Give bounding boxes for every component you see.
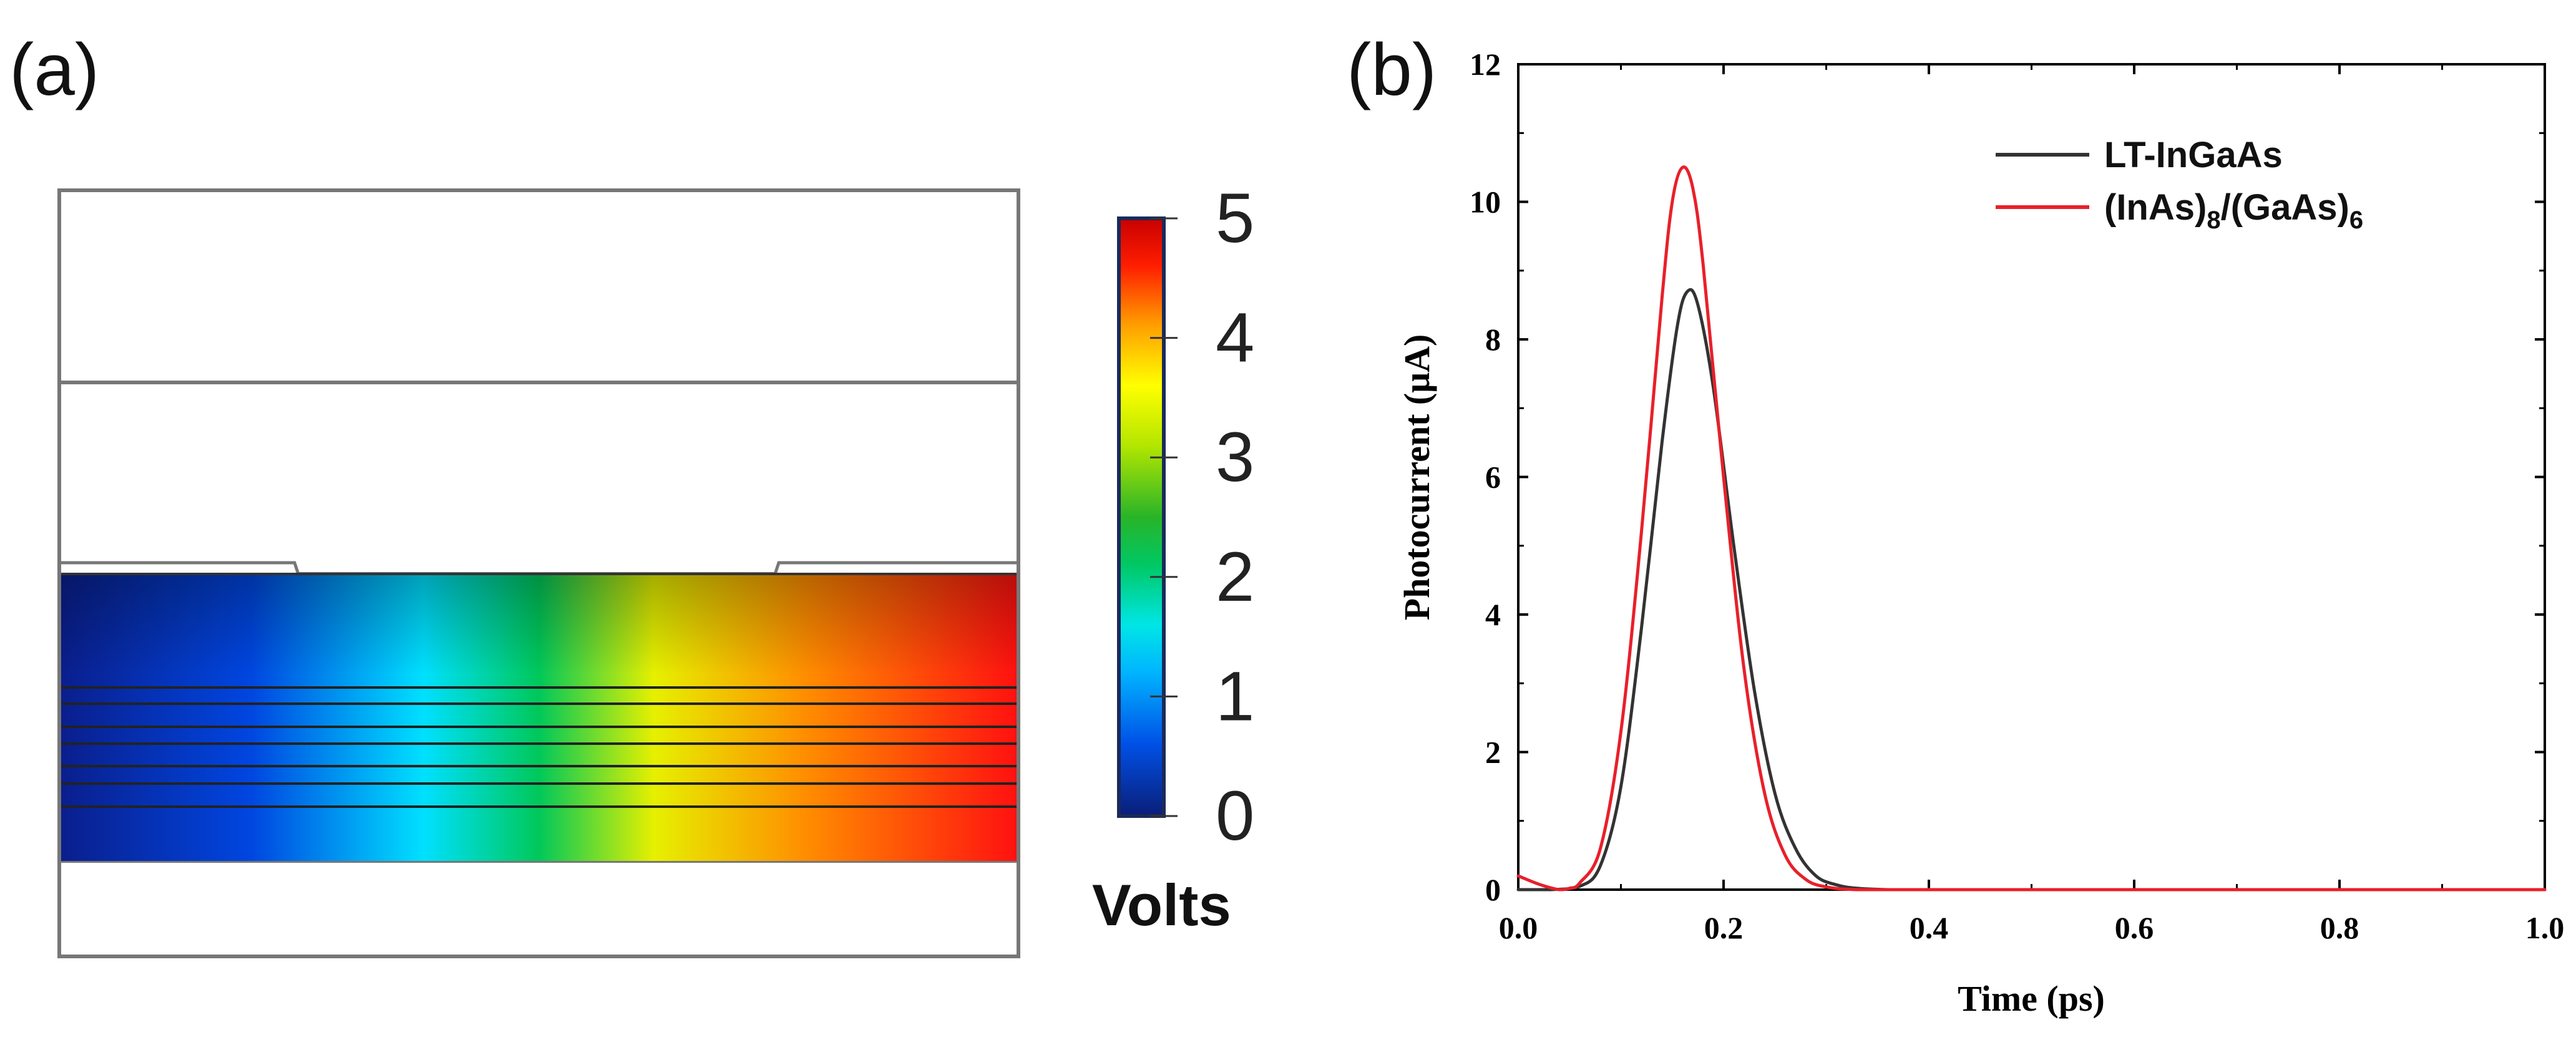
legend-label-lt-ingaas: LT-InGaAs — [2104, 135, 2283, 175]
x-axis-ticks: 0.0 0.2 0.4 0.6 0.8 1.0 — [1499, 64, 2565, 945]
x-tick-label: 0.2 — [1704, 910, 1744, 945]
colorbar-tick-label: 1 — [1216, 657, 1254, 735]
colorbar-title: Volts — [1092, 872, 1231, 938]
substrate-layer — [57, 859, 1020, 958]
device-outline — [57, 188, 1020, 958]
x-tick-label: 1.0 — [2525, 910, 2565, 945]
x-tick-label: 0.8 — [2320, 910, 2359, 945]
colorbar-gradient — [1117, 216, 1166, 818]
y-tick-label: 6 — [1485, 460, 1501, 495]
colorbar-tick-label: 3 — [1216, 418, 1254, 496]
colorbar: 0 1 2 3 4 5 Volts — [1092, 179, 1254, 938]
panel-b-label: (b) — [1347, 29, 1437, 111]
y-tick-label: 2 — [1485, 735, 1501, 770]
series-line-lt-ingaas — [1516, 288, 2547, 892]
panel-b: (b) 0.0 0.2 0.4 0.6 0.8 1.0 0 2 4 6 8 10 12 Time (p… — [1347, 29, 2564, 1019]
x-tick-label: 0.4 — [1910, 910, 1949, 945]
colorbar-tick-label: 5 — [1216, 179, 1254, 257]
x-tick-label: 0.6 — [2115, 910, 2154, 945]
y-tick-label: 10 — [1470, 185, 1501, 220]
device-cross-section — [57, 188, 1020, 958]
colorbar-tick-label: 4 — [1216, 299, 1254, 377]
legend-label-inas-gaas: (InAs)8/(GaAs)6 — [2104, 187, 2363, 234]
panel-a: (a) — [9, 29, 1254, 958]
top-layer — [57, 188, 1020, 384]
potential-field-shading — [59, 574, 1018, 861]
y-tick-label: 4 — [1485, 597, 1501, 632]
legend: LT-InGaAs (InAs)8/(GaAs)6 — [1996, 135, 2363, 234]
photocurrent-chart: 0.0 0.2 0.4 0.6 0.8 1.0 0 2 4 6 8 10 12 Time (ps) P… — [1397, 47, 2564, 1019]
y-axis-ticks: 0 2 4 6 8 10 12 — [1470, 47, 2545, 907]
left-electrode — [57, 561, 300, 575]
panel-a-label: (a) — [9, 29, 99, 111]
second-layer — [57, 381, 1020, 576]
x-tick-label: 0.0 — [1499, 910, 1538, 945]
y-axis-label: Photocurrent (μA) — [1397, 334, 1437, 621]
colorbar-tick-label: 2 — [1216, 538, 1254, 616]
y-tick-label: 12 — [1470, 47, 1501, 82]
right-electrode — [773, 561, 1020, 575]
colorbar-tick-label: 0 — [1216, 777, 1254, 855]
y-tick-label: 0 — [1485, 872, 1501, 907]
plot-frame — [1517, 63, 2546, 891]
x-axis-label: Time (ps) — [1958, 978, 2105, 1019]
colorbar-ticks: 0 1 2 3 4 5 — [1150, 179, 1254, 855]
series-line-inas-gaas — [1516, 165, 2547, 892]
series-layer — [1516, 165, 2547, 892]
y-tick-label: 8 — [1485, 322, 1501, 357]
superlattice-lines — [59, 686, 1018, 808]
